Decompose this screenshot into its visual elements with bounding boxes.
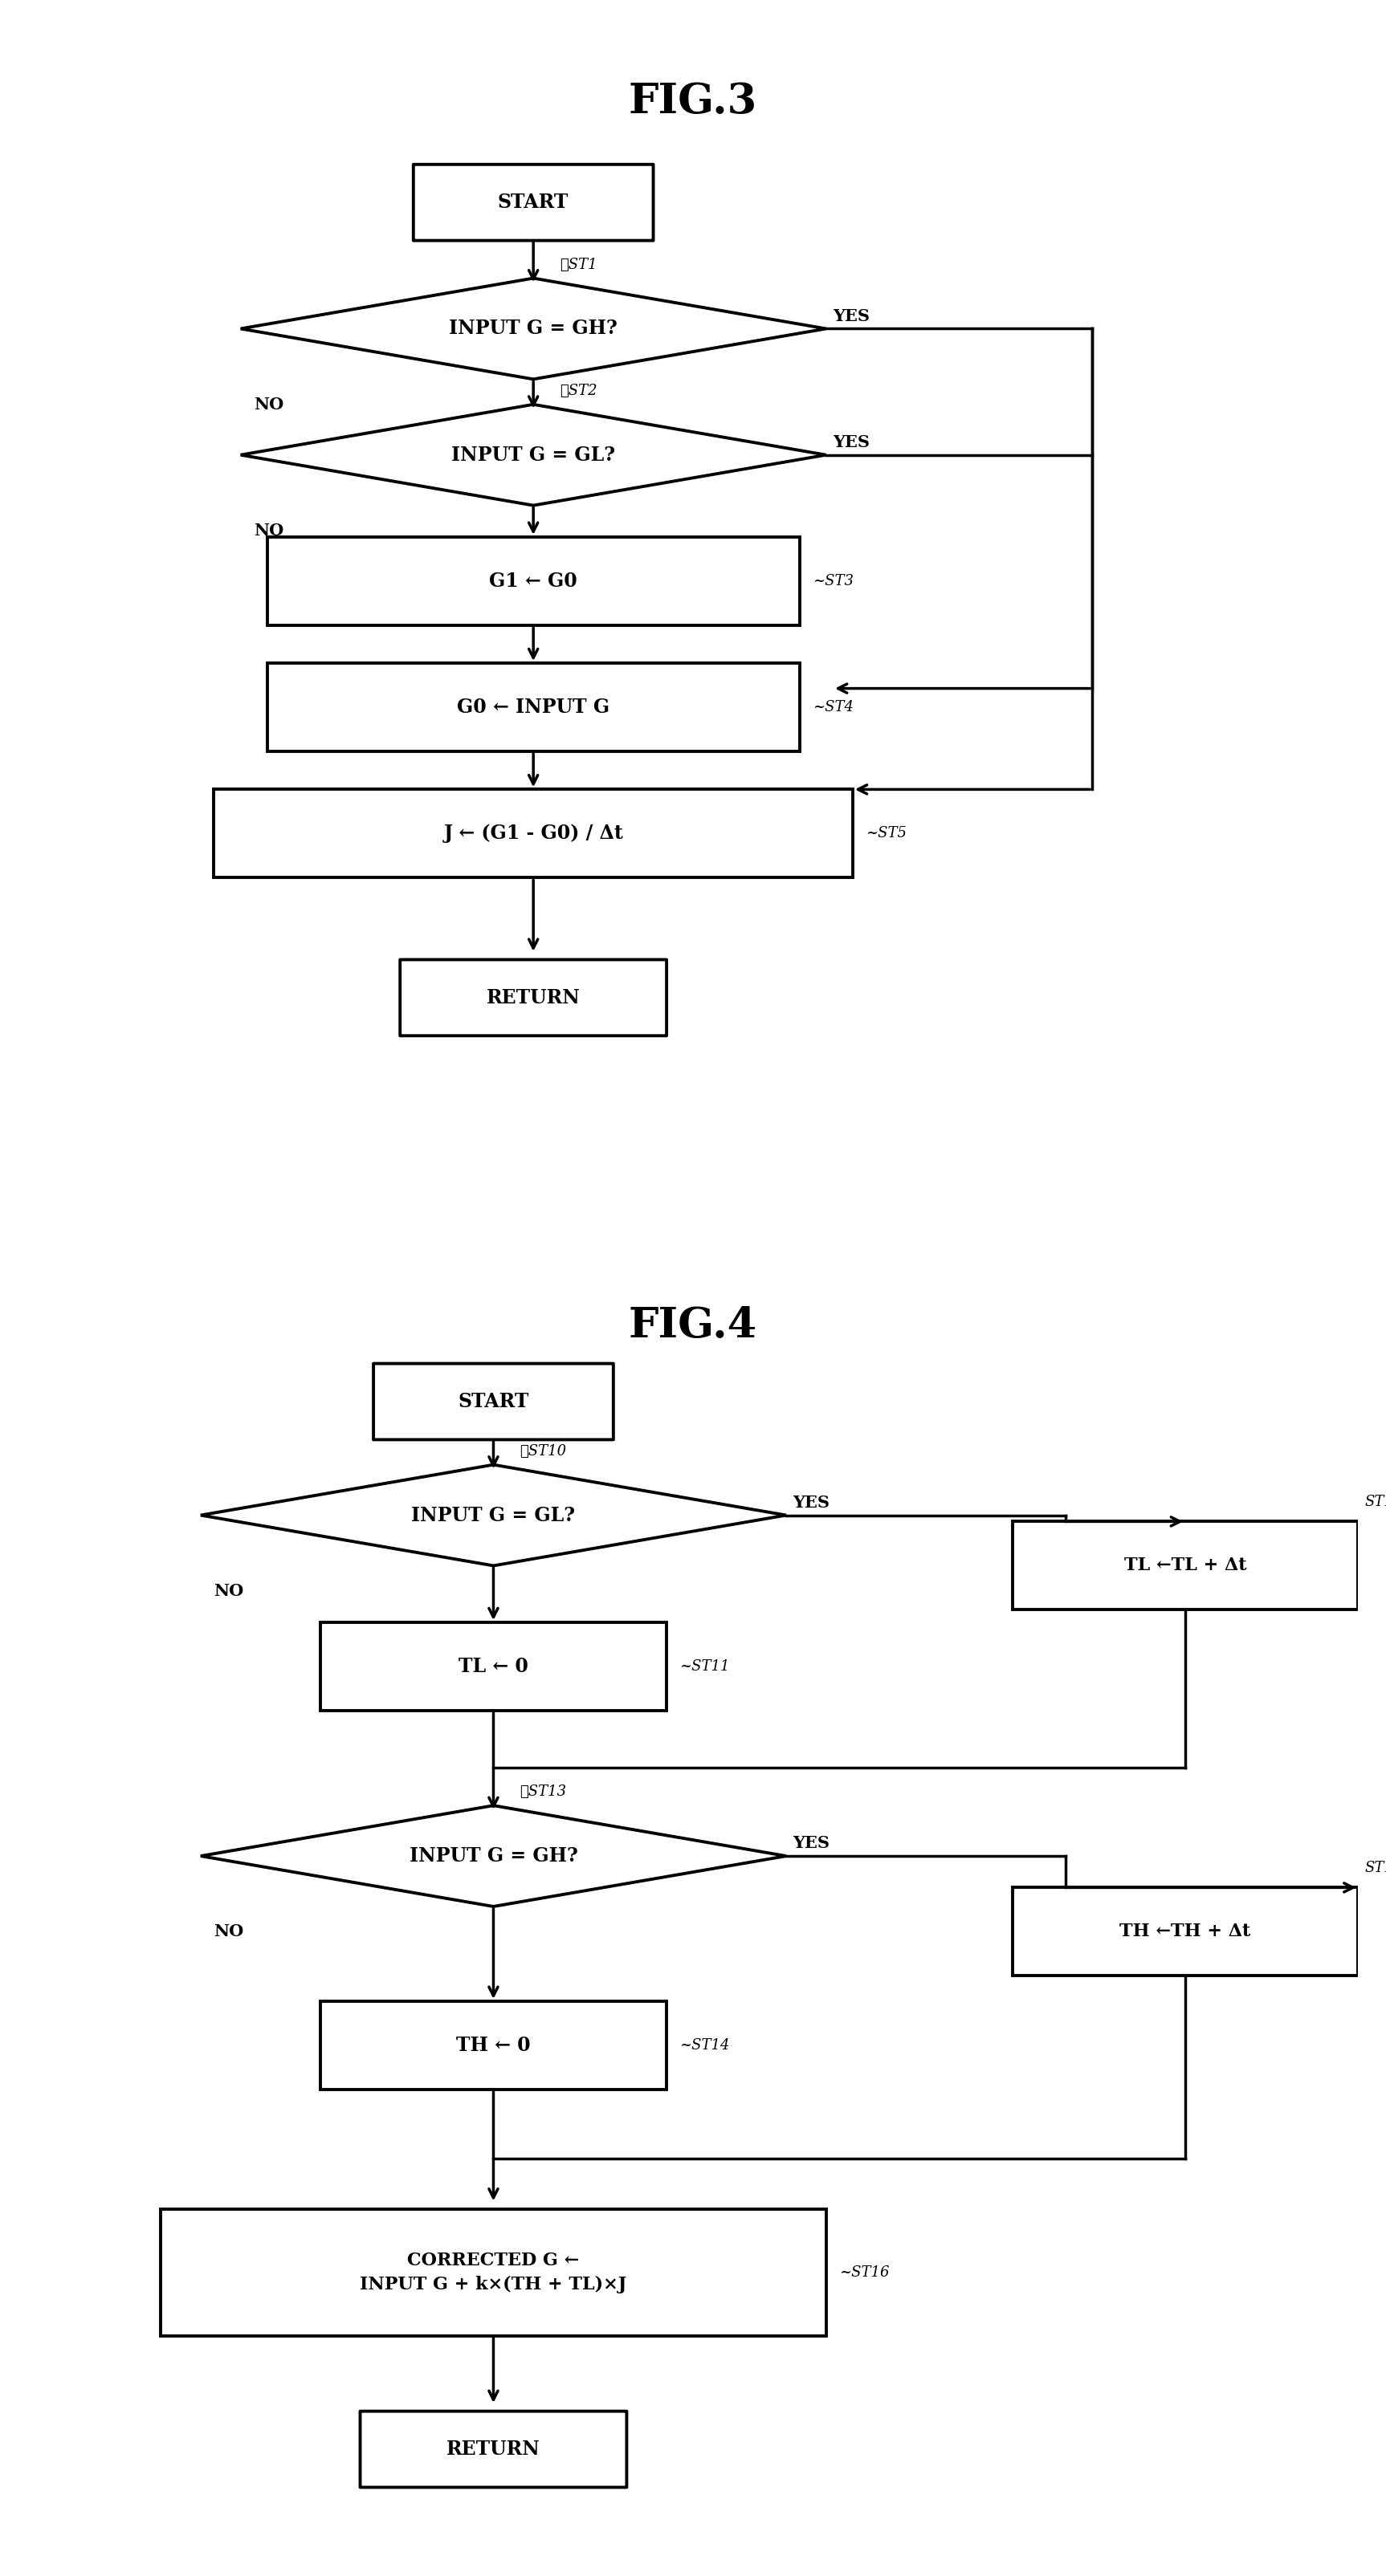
Bar xyxy=(161,2210,826,2336)
Text: INPUT G = GL?: INPUT G = GL? xyxy=(412,1504,575,1525)
Text: YES: YES xyxy=(793,1494,830,1510)
Bar xyxy=(213,788,852,878)
Text: NO: NO xyxy=(254,397,284,412)
Text: YES: YES xyxy=(833,435,869,451)
FancyBboxPatch shape xyxy=(360,2411,626,2488)
Text: ∯ST13: ∯ST13 xyxy=(520,1785,567,1798)
Polygon shape xyxy=(241,278,826,379)
FancyBboxPatch shape xyxy=(373,1363,614,1440)
Bar xyxy=(267,536,800,626)
Text: NO: NO xyxy=(213,1582,244,1600)
Text: TH ← 0: TH ← 0 xyxy=(456,2035,531,2056)
Text: NO: NO xyxy=(254,523,284,538)
Text: ~ST5: ~ST5 xyxy=(866,827,906,840)
Text: YES: YES xyxy=(833,309,869,325)
Text: ST12: ST12 xyxy=(1365,1494,1386,1510)
Bar xyxy=(320,1623,667,1710)
Text: TH ←TH + Δt: TH ←TH + Δt xyxy=(1120,1922,1250,1940)
Text: ~ST3: ~ST3 xyxy=(812,574,854,587)
Text: ~ST14: ~ST14 xyxy=(679,2038,730,2053)
Bar xyxy=(1012,1888,1358,1976)
Text: ~ST11: ~ST11 xyxy=(679,1659,730,1674)
Text: NO: NO xyxy=(213,1924,244,1940)
Text: RETURN: RETURN xyxy=(446,2439,541,2460)
Text: ST15: ST15 xyxy=(1365,1860,1386,1875)
Text: TL ←TL + Δt: TL ←TL + Δt xyxy=(1124,1556,1246,1574)
Text: FIG.4: FIG.4 xyxy=(629,1306,757,1347)
Text: FIG.3: FIG.3 xyxy=(629,80,757,121)
Text: ~ST16: ~ST16 xyxy=(840,2264,890,2280)
Bar xyxy=(1012,1522,1358,1610)
Text: INPUT G = GL?: INPUT G = GL? xyxy=(452,446,615,464)
Text: G0 ← INPUT G: G0 ← INPUT G xyxy=(457,698,610,716)
Polygon shape xyxy=(241,404,826,505)
Polygon shape xyxy=(201,1806,786,1906)
Text: YES: YES xyxy=(793,1834,830,1852)
Text: ∯ST1: ∯ST1 xyxy=(560,258,597,273)
Text: G1 ← G0: G1 ← G0 xyxy=(489,572,578,590)
Text: INPUT G = GH?: INPUT G = GH? xyxy=(449,319,618,337)
FancyBboxPatch shape xyxy=(413,165,653,240)
Text: ∯ST2: ∯ST2 xyxy=(560,384,597,399)
Text: ∯ST10: ∯ST10 xyxy=(520,1445,567,1458)
Text: START: START xyxy=(498,193,568,211)
Text: TL ← 0: TL ← 0 xyxy=(459,1656,528,1677)
Text: ~ST4: ~ST4 xyxy=(812,701,854,714)
FancyBboxPatch shape xyxy=(401,961,667,1036)
Polygon shape xyxy=(201,1466,786,1566)
Text: START: START xyxy=(457,1391,529,1412)
Text: CORRECTED G ←
INPUT G + k×(TH + TL)×J: CORRECTED G ← INPUT G + k×(TH + TL)×J xyxy=(360,2251,626,2293)
Bar xyxy=(320,2002,667,2089)
Text: J ← (G1 - G0) / Δt: J ← (G1 - G0) / Δt xyxy=(444,824,624,842)
Bar xyxy=(267,662,800,752)
Text: INPUT G = GH?: INPUT G = GH? xyxy=(409,1847,578,1865)
Text: RETURN: RETURN xyxy=(486,989,581,1007)
